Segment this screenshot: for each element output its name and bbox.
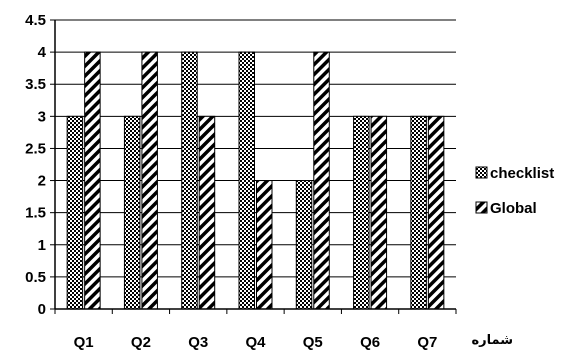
y-tick-label: 3.5 <box>25 76 46 93</box>
bars <box>66 51 445 310</box>
bar-checklist-q3 <box>181 51 198 310</box>
y-tick-label: 4.5 <box>25 12 46 29</box>
y-tick-label: 1.5 <box>25 205 46 222</box>
bar-checklist-q5 <box>295 180 313 310</box>
bar-checklist-q1 <box>66 115 84 310</box>
bar-checklist-q6 <box>353 115 370 310</box>
x-tick-label-q1: Q1 <box>74 334 94 351</box>
x-tick-labels: Q1 Q2 Q3 Q4 Q5 Q6 Q7 <box>74 334 438 351</box>
y-tick-label: 0 <box>38 301 46 318</box>
gridlines <box>50 19 456 310</box>
y-tick-labels: 0 0.5 1 1.5 2 2.5 3 3.5 4 4.5 <box>25 12 47 318</box>
legend-label-checklist: checklist <box>490 165 554 182</box>
x-tick-label-q3: Q3 <box>188 334 208 351</box>
legend: checklist Global <box>475 165 554 217</box>
x-tick-label-q6: Q6 <box>360 334 380 351</box>
bar-global-q6 <box>370 115 388 310</box>
x-tick-label-q5: Q5 <box>303 334 323 351</box>
legend-item-global: Global <box>475 200 537 217</box>
bar-global-q3 <box>198 115 216 310</box>
bar-global-q4 <box>256 180 273 310</box>
legend-swatch-global <box>475 201 488 214</box>
bar-checklist-q4 <box>238 51 255 310</box>
legend-label-global: Global <box>490 200 537 217</box>
axes <box>54 20 457 314</box>
bar-checklist-q2 <box>123 115 141 310</box>
y-tick-label: 3 <box>38 108 46 125</box>
bar-global-q7 <box>427 115 445 310</box>
legend-item-checklist: checklist <box>475 165 554 182</box>
bar-global-q1 <box>84 51 101 310</box>
x-axis-title: شماره <box>471 333 513 348</box>
bar-global-q5 <box>313 51 330 310</box>
y-tick-label: 2 <box>38 173 46 190</box>
y-tick-label: 1 <box>38 237 46 254</box>
y-tick-label: 0.5 <box>25 269 46 286</box>
legend-swatch-checklist <box>475 166 488 179</box>
bar-global-q2 <box>141 51 158 310</box>
x-tick-label-q4: Q4 <box>245 334 266 351</box>
y-tick-label: 4 <box>38 44 47 61</box>
x-tick-label-q7: Q7 <box>417 334 437 351</box>
y-tick-label: 2.5 <box>25 140 46 157</box>
bar-checklist-q7 <box>410 115 427 310</box>
x-tick-label-q2: Q2 <box>131 334 151 351</box>
